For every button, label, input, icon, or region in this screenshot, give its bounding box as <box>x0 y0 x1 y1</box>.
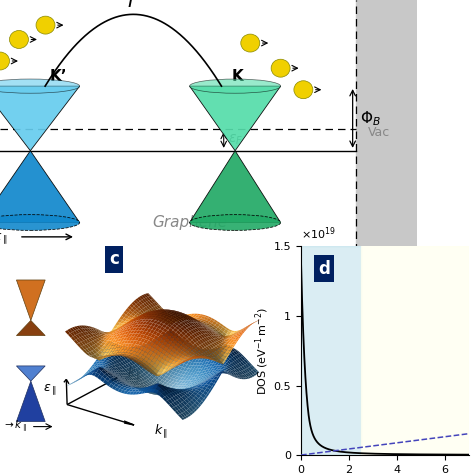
Polygon shape <box>17 280 45 320</box>
Text: $\varepsilon_F$: $\varepsilon_F$ <box>228 133 243 147</box>
Text: K: K <box>231 69 243 84</box>
Text: $\Phi_B$: $\Phi_B$ <box>360 109 381 128</box>
Polygon shape <box>17 320 45 336</box>
Text: Vac: Vac <box>368 126 390 139</box>
Polygon shape <box>0 86 80 151</box>
Polygon shape <box>17 381 45 421</box>
Ellipse shape <box>190 79 281 93</box>
Polygon shape <box>190 86 281 151</box>
Ellipse shape <box>0 215 80 230</box>
Polygon shape <box>0 151 80 222</box>
Ellipse shape <box>190 215 281 230</box>
Circle shape <box>271 59 290 77</box>
Text: c: c <box>109 250 118 268</box>
Text: Γ: Γ <box>128 0 139 11</box>
Polygon shape <box>17 366 45 381</box>
Circle shape <box>294 81 313 99</box>
Text: d: d <box>318 260 330 278</box>
Polygon shape <box>190 151 281 222</box>
Bar <box>361 246 469 455</box>
Circle shape <box>241 34 260 52</box>
Text: $\rightarrow k_\parallel$: $\rightarrow k_\parallel$ <box>0 228 8 246</box>
Text: $\rightarrow k_\parallel$: $\rightarrow k_\parallel$ <box>2 419 27 435</box>
Text: $\times10^{19}$: $\times10^{19}$ <box>301 226 336 242</box>
Circle shape <box>0 52 9 70</box>
Y-axis label: DOS$\;(\mathrm{eV}^{-1}\,\mathrm{m}^{-2})$: DOS$\;(\mathrm{eV}^{-1}\,\mathrm{m}^{-2}… <box>253 307 271 395</box>
Bar <box>356 0 432 251</box>
Circle shape <box>36 16 55 34</box>
Circle shape <box>9 30 28 48</box>
Text: K’: K’ <box>49 69 67 84</box>
Text: Graphene: Graphene <box>152 215 227 230</box>
Ellipse shape <box>0 79 80 93</box>
Bar <box>301 246 361 455</box>
